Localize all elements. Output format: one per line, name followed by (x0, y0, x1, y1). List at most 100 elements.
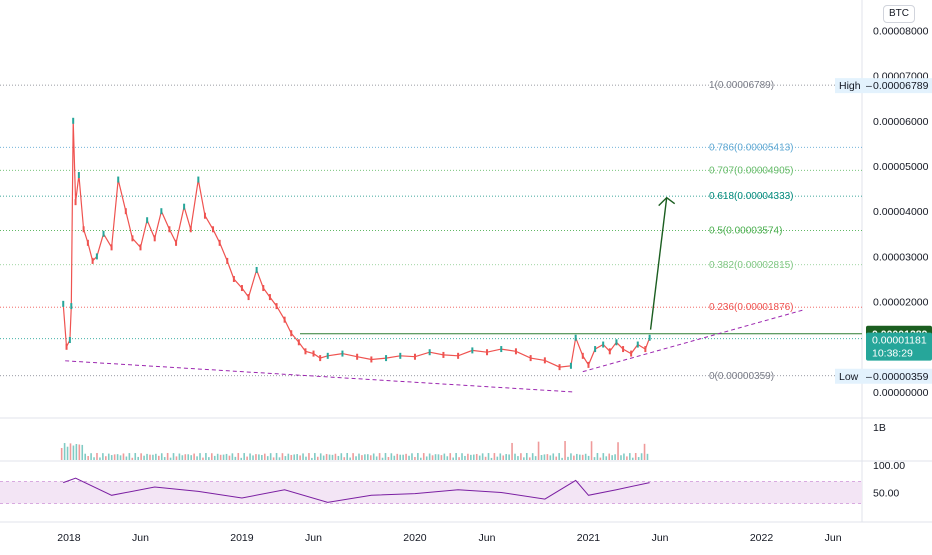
volume-bar (296, 454, 298, 460)
fib-level-label: 0.236(0.00001876) (709, 302, 794, 313)
volume-bar (534, 456, 537, 460)
price-candle (77, 172, 80, 179)
price-candle (124, 208, 127, 215)
volume-bar (528, 457, 531, 460)
volume-bar (249, 453, 251, 460)
volume-bar (246, 456, 248, 460)
price-candle (356, 353, 359, 360)
price-candle (262, 285, 265, 292)
volume-bar (440, 455, 443, 460)
volume-bar (99, 457, 101, 460)
volume-bar (87, 456, 89, 460)
price-candle (255, 266, 258, 273)
price-candle (203, 212, 206, 219)
volume-bar (319, 453, 322, 460)
high-tag-bg (835, 78, 932, 94)
volume-bar (593, 457, 596, 460)
volume-bar (567, 456, 569, 460)
volume-bar (343, 457, 346, 460)
price-candle (110, 244, 113, 251)
volume-bar (399, 454, 401, 460)
price-candle (558, 364, 561, 371)
time-axis-label: 2020 (403, 532, 427, 544)
volume-bar (640, 453, 643, 460)
volume-bar (611, 455, 613, 460)
volume-bar (520, 453, 522, 460)
fib-level-label: 0.382(0.00002815) (709, 260, 794, 271)
volume-bar (110, 455, 113, 460)
last-price-tag: 0.00001181 (872, 335, 927, 347)
volume-bar (119, 455, 122, 460)
volume-bar (467, 453, 469, 460)
price-candle (139, 244, 142, 251)
volume-bar (340, 453, 343, 460)
volume-bar (331, 454, 334, 460)
price-candle (574, 334, 577, 341)
price-candle (102, 230, 105, 237)
volume-bar (417, 453, 419, 460)
volume-bar (190, 455, 192, 460)
projection-arrow[interactable] (649, 197, 668, 330)
volume-bar (328, 454, 331, 460)
volume-bar (452, 457, 454, 460)
volume-bar (590, 441, 593, 460)
volume-bar (163, 457, 166, 460)
price-axis-label: 0.00004000 (873, 206, 929, 218)
volume-bar (228, 455, 231, 460)
price-axis-label: 0.00005000 (873, 161, 929, 173)
volume-bar (222, 454, 225, 460)
volume-bar (105, 456, 107, 460)
fib-level-label: 0.707(0.00004905) (709, 165, 794, 176)
volume-bar (96, 453, 98, 460)
volume-bar (169, 457, 172, 460)
volume-bar (646, 453, 649, 460)
volume-bar (408, 455, 410, 460)
fib-level-label: 0(0.00000359) (709, 371, 774, 382)
volume-bar (240, 457, 243, 460)
price-axis-label: 0.00006000 (873, 116, 929, 128)
volume-bar (78, 444, 81, 460)
volume-bar (219, 454, 222, 460)
volume-axis-label: 1B (873, 422, 886, 434)
uptrend-line[interactable] (582, 309, 805, 373)
currency-badge[interactable]: BTC (883, 5, 915, 23)
volume-bar (446, 456, 449, 460)
time-axis-label: 2018 (57, 532, 81, 544)
price-series[interactable] (62, 120, 651, 368)
volume-bar (428, 453, 431, 460)
volume-bar (367, 454, 369, 460)
volume-bar (210, 453, 213, 460)
price-candle (74, 199, 77, 206)
downtrend-line[interactable] (65, 360, 574, 393)
volume-bar (587, 455, 590, 460)
volume-bar (84, 453, 87, 460)
volume-bar (555, 456, 558, 460)
volume-bar (546, 454, 549, 460)
volume-bar (481, 453, 484, 460)
volume-bar (172, 453, 175, 460)
high-tag-dash: – (866, 80, 872, 92)
volume-bar (72, 445, 75, 460)
time-axis-label: 2022 (750, 532, 774, 544)
volume-bar (508, 454, 510, 460)
price-candle (319, 355, 322, 362)
low-tag-label: Low (839, 371, 859, 383)
volume-bar (181, 455, 184, 460)
volume-bar (537, 441, 540, 460)
time-axis-label: Jun (825, 532, 842, 544)
volume-bar (422, 453, 425, 460)
volume-bar (525, 453, 528, 460)
volume-bar (496, 456, 499, 460)
volume-bar (437, 454, 440, 460)
volume-bar (205, 453, 207, 460)
price-candle (428, 349, 431, 356)
fib-level-label: 0.618(0.00004333) (709, 191, 794, 202)
volume-bar (60, 448, 63, 460)
rsi-line[interactable] (63, 477, 650, 503)
volume-bar (372, 453, 375, 460)
price-axis-label: 0.00000000 (873, 387, 929, 399)
volume-bar (208, 457, 210, 460)
volume-bar (484, 456, 487, 460)
